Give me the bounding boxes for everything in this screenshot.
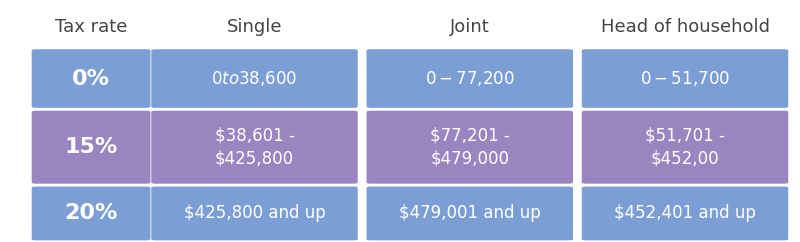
FancyBboxPatch shape (582, 187, 788, 240)
Text: $51,701 -
$452,00: $51,701 - $452,00 (645, 126, 725, 168)
Text: 0%: 0% (72, 68, 110, 89)
FancyBboxPatch shape (582, 111, 788, 184)
FancyBboxPatch shape (151, 111, 358, 184)
Text: $425,800 and up: $425,800 and up (184, 204, 326, 222)
Text: 20%: 20% (64, 204, 118, 223)
Text: $452,401 and up: $452,401 and up (614, 204, 756, 222)
Text: 15%: 15% (65, 137, 118, 157)
Text: Joint: Joint (450, 17, 490, 36)
Text: Head of household: Head of household (601, 17, 770, 36)
FancyBboxPatch shape (32, 187, 150, 240)
FancyBboxPatch shape (32, 49, 150, 108)
Text: Single: Single (226, 17, 282, 36)
FancyBboxPatch shape (151, 49, 358, 108)
FancyBboxPatch shape (32, 111, 150, 184)
Text: $38,601 -
$425,800: $38,601 - $425,800 (214, 126, 294, 168)
Text: $0 to $38,600: $0 to $38,600 (211, 69, 298, 88)
FancyBboxPatch shape (151, 187, 358, 240)
Text: $77,201 -
$479,000: $77,201 - $479,000 (430, 126, 510, 168)
Text: $0 - $51,700: $0 - $51,700 (640, 69, 730, 88)
FancyBboxPatch shape (366, 187, 573, 240)
Text: $479,001 and up: $479,001 and up (399, 204, 541, 222)
FancyBboxPatch shape (366, 111, 573, 184)
FancyBboxPatch shape (582, 49, 788, 108)
Text: $0 - $77,200: $0 - $77,200 (425, 69, 514, 88)
Text: Tax rate: Tax rate (55, 17, 127, 36)
FancyBboxPatch shape (366, 49, 573, 108)
